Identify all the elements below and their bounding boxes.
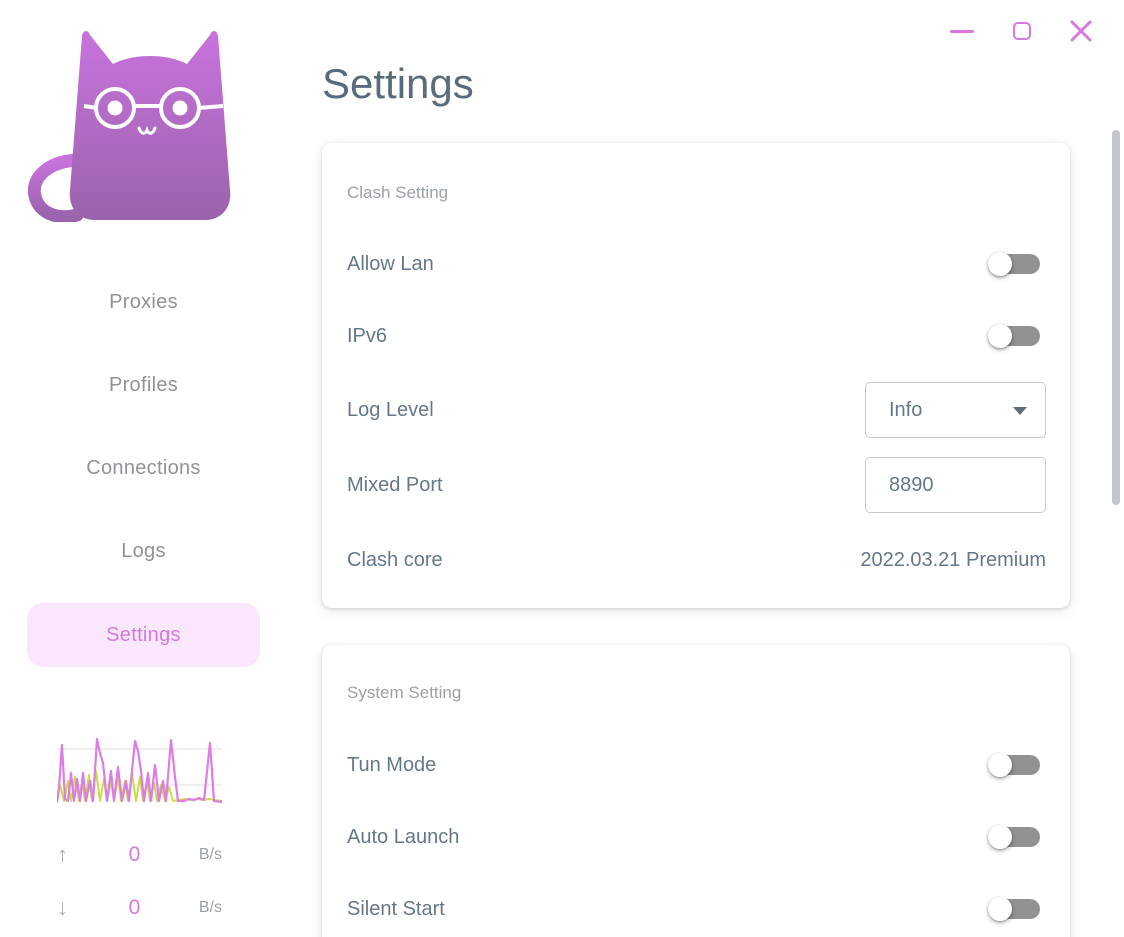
maximize-button[interactable] bbox=[1005, 14, 1039, 48]
allow-lan-label: Allow Lan bbox=[347, 252, 434, 275]
scrollbar-thumb[interactable] bbox=[1112, 130, 1120, 505]
allow-lan-toggle[interactable] bbox=[988, 250, 1040, 278]
traffic-up-value: 0 bbox=[128, 843, 141, 866]
clash-setting-card: Clash Setting Allow Lan IPv6 Log Level I… bbox=[322, 143, 1070, 608]
page-title: Settings bbox=[322, 60, 474, 107]
section-label: Clash Setting bbox=[347, 183, 449, 202]
sidebar: Proxies Profiles Connections Logs Settin… bbox=[0, 0, 300, 937]
up-arrow-icon: ↑ bbox=[57, 842, 68, 867]
clash-core-row: Clash core 2022.03.21 Premium bbox=[322, 532, 1070, 588]
mixed-port-input[interactable] bbox=[865, 457, 1046, 513]
silent-start-label: Silent Start bbox=[347, 897, 445, 920]
clash-core-value: 2022.03.21 Premium bbox=[860, 548, 1046, 571]
log-level-value: Info bbox=[889, 398, 923, 421]
silent-start-toggle[interactable] bbox=[988, 895, 1040, 923]
minimize-icon bbox=[950, 29, 974, 33]
log-level-select[interactable]: Info bbox=[865, 382, 1046, 438]
sidebar-item-proxies[interactable]: Proxies bbox=[109, 290, 178, 313]
clash-core-label: Clash core bbox=[347, 548, 443, 571]
sidebar-item-profiles[interactable]: Profiles bbox=[108, 373, 179, 396]
silent-start-row: Silent Start bbox=[322, 881, 1070, 937]
auto-launch-toggle[interactable] bbox=[988, 823, 1040, 851]
down-arrow-icon: ↓ bbox=[57, 895, 68, 920]
toggle-knob bbox=[988, 324, 1012, 348]
ipv6-label: IPv6 bbox=[347, 324, 388, 347]
minimize-button[interactable] bbox=[945, 14, 979, 48]
traffic-graph bbox=[57, 737, 222, 804]
close-icon bbox=[1070, 20, 1092, 42]
toggle-knob bbox=[988, 252, 1012, 276]
traffic-down-row: ↓ 0 B/s bbox=[57, 893, 222, 923]
auto-launch-label: Auto Launch bbox=[347, 825, 460, 848]
ipv6-toggle[interactable] bbox=[988, 322, 1040, 350]
auto-launch-row: Auto Launch bbox=[322, 809, 1070, 865]
traffic-up-row: ↑ 0 B/s bbox=[57, 840, 222, 870]
close-button[interactable] bbox=[1064, 14, 1098, 48]
toggle-knob bbox=[988, 897, 1012, 921]
section-label: System Setting bbox=[347, 683, 462, 702]
chevron-down-icon bbox=[1013, 407, 1027, 415]
tun-mode-toggle[interactable] bbox=[988, 751, 1040, 779]
allow-lan-row: Allow Lan bbox=[322, 236, 1070, 292]
sidebar-item-settings[interactable]: Settings bbox=[27, 603, 260, 667]
cat-logo-icon bbox=[27, 30, 231, 222]
sidebar-item-logs[interactable]: Logs bbox=[121, 539, 166, 562]
log-level-row: Log Level Info bbox=[322, 382, 1070, 438]
system-setting-card: System Setting Tun Mode Auto Launch Sile… bbox=[322, 645, 1070, 937]
tun-mode-label: Tun Mode bbox=[347, 753, 437, 776]
traffic-up-unit: B/s bbox=[198, 846, 222, 863]
tun-mode-row: Tun Mode bbox=[322, 737, 1070, 793]
toggle-knob bbox=[988, 825, 1012, 849]
mixed-port-row: Mixed Port bbox=[322, 457, 1070, 513]
traffic-down-unit: B/s bbox=[198, 899, 222, 916]
log-level-label: Log Level bbox=[347, 398, 434, 421]
maximize-icon bbox=[1013, 22, 1031, 40]
mixed-port-label: Mixed Port bbox=[347, 473, 443, 496]
sidebar-item-connections[interactable]: Connections bbox=[86, 456, 201, 479]
toggle-knob bbox=[988, 753, 1012, 777]
traffic-line-up bbox=[57, 737, 222, 804]
traffic-down-value: 0 bbox=[128, 896, 141, 919]
ipv6-row: IPv6 bbox=[322, 308, 1070, 364]
